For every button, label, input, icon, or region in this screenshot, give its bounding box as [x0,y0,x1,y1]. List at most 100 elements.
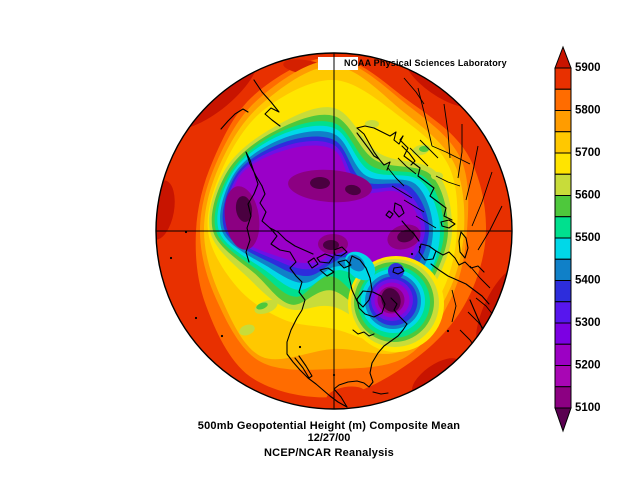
colorbar-segment [554,365,572,388]
colorbar-segment [554,386,572,409]
caption-variable: 500mb Geopotential Height (m) Composite … [197,420,461,432]
colorbar-segment [554,131,572,154]
island-dot [194,316,198,320]
colorbar-segment [554,216,572,239]
colorbar-label: 5100 [575,402,601,414]
colorbar-label: 5800 [575,105,601,117]
border-europe-border-6 [403,199,425,213]
island-dot [418,245,422,249]
coastline-kamchatka-okhotsk-coast [245,151,263,263]
border-asia-border-3 [457,124,463,179]
colorbar-segment [554,301,572,324]
border-asia-border-8 [435,175,461,187]
colorbar-label: 5200 [575,360,601,372]
colorbar-segment [554,152,572,175]
border-asia-border-7 [431,145,471,165]
colorbar-arrow-top [554,45,572,69]
coastline-north-africa-coast [430,263,490,305]
border-europe-border-1 [387,167,405,187]
caption-dataset: NCEP/NCAR Reanalysis [264,447,394,459]
coastline-arctic-island-1 [316,253,334,264]
coastline-norway-kola-coast [356,125,404,145]
colorbar-segment [554,110,572,133]
coastline-russia-arctic-coast [399,135,453,221]
coastline-great-lakes [352,329,375,337]
border-asia-border-9 [403,77,425,105]
colorbar-arrow-bottom [554,407,572,433]
coastline-arctic-island-2 [333,246,348,257]
island-dot [169,256,173,260]
rim-dark-red-patch [156,180,175,240]
colorbar-label: 5400 [575,275,601,287]
colorbar-label: 5700 [575,147,601,159]
border-europe-border-3 [409,147,429,167]
coastline-gulf-east-coast [333,323,408,408]
coastline-greenland [348,255,373,308]
coastline-baltic [378,158,391,171]
colorbar-segment [554,343,572,366]
island-dot [298,345,302,349]
border-asia-border-6 [477,205,503,251]
colorbar-label: 5500 [575,232,601,244]
caption-date: 12/27/00 [307,432,351,444]
island-dot [446,329,450,333]
border-africa-border [451,289,457,323]
coastline-chukotka-coast [259,185,271,229]
border-europe-border-4 [419,139,439,159]
coastline-cuba [372,391,389,395]
colorbar-segment [554,258,572,281]
colorbar-label: 5600 [575,190,601,202]
coastline-iberia [418,243,437,261]
coastline-labrador-coast [390,297,408,325]
vortex-darkest-core [345,184,361,196]
colorbar-segment [554,173,572,196]
coastline-baja-california [294,355,313,379]
border-europe-border-7 [415,215,437,229]
coastline-japan [220,108,249,130]
contour-purple [227,145,422,267]
coastline-hudson-bay [356,290,386,318]
vortex-darkest-core [310,177,330,189]
field-speckle [419,146,429,152]
field-speckle [365,120,379,128]
island-dot [410,252,414,256]
colorbar-segment [554,195,572,218]
border-asia-border-5 [471,171,493,227]
colorbar-label: 5300 [575,317,601,329]
colorbar-segment [554,67,572,90]
coastline-ireland [385,210,394,219]
coastline-britain [393,202,405,218]
map-area [156,53,512,409]
greenland-saddle-patch [388,263,404,279]
colorbar-segment [554,322,572,345]
vortex-darkest-core [323,240,339,250]
island-dot [220,334,224,338]
colorbar-segment [554,280,572,303]
coastline-arctic-island-4 [337,259,352,269]
logo-box [318,57,358,70]
coastline-china-coast [253,79,281,127]
colorbar: 5900 5800 5700 5600 5500 5400 5300 5200 5100 [554,45,601,433]
field-speckle [256,302,268,310]
coastline-north-america-west [269,227,348,408]
coastline-black-sea [440,219,456,229]
coastline-arctic-island-5 [307,257,319,269]
border-asia-border-2 [443,103,451,159]
coastline-mediterranean-north-coast [435,250,485,273]
field-speckle [239,324,255,336]
colorbar-segment [554,237,572,260]
plot-captions: 500mb Geopotential Height (m) Composite … [129,420,529,459]
border-europe-border-2 [397,157,417,175]
colorbar-label: 5900 [575,62,601,74]
coastline-novaya-zemlya [401,145,416,166]
border-europe-border-5 [391,185,413,199]
map-outline [155,52,513,410]
coastline-caspian-sea [458,231,469,259]
colorbar-segment [554,88,572,111]
vortex-darkest-core [235,196,253,222]
border-asia-border-4 [465,145,479,201]
island-dot [202,94,206,98]
coastline-iceland [392,266,405,275]
